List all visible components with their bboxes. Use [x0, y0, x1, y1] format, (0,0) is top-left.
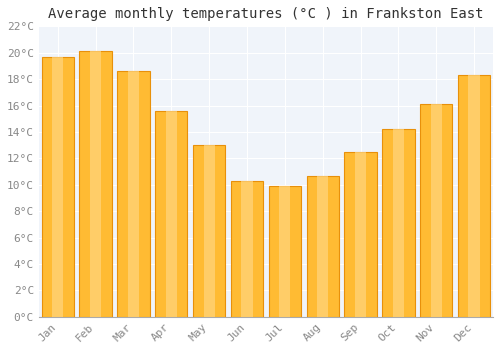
Bar: [317, 175, 328, 317]
Bar: [204, 145, 215, 317]
Bar: [306, 175, 339, 317]
Bar: [193, 145, 225, 317]
Bar: [393, 129, 404, 317]
Bar: [344, 152, 376, 317]
Bar: [42, 57, 74, 317]
Bar: [468, 75, 480, 317]
Bar: [269, 186, 301, 317]
Bar: [231, 181, 263, 317]
Bar: [155, 111, 188, 317]
Bar: [279, 186, 290, 317]
Bar: [80, 51, 112, 317]
Bar: [458, 75, 490, 317]
Bar: [52, 57, 64, 317]
Bar: [420, 104, 452, 317]
Bar: [118, 71, 150, 317]
Bar: [90, 51, 101, 317]
Bar: [355, 152, 366, 317]
Title: Average monthly temperatures (°C ) in Frankston East: Average monthly temperatures (°C ) in Fr…: [48, 7, 484, 21]
Bar: [128, 71, 139, 317]
Bar: [166, 111, 177, 317]
Bar: [382, 129, 414, 317]
Bar: [430, 104, 442, 317]
Bar: [242, 181, 252, 317]
